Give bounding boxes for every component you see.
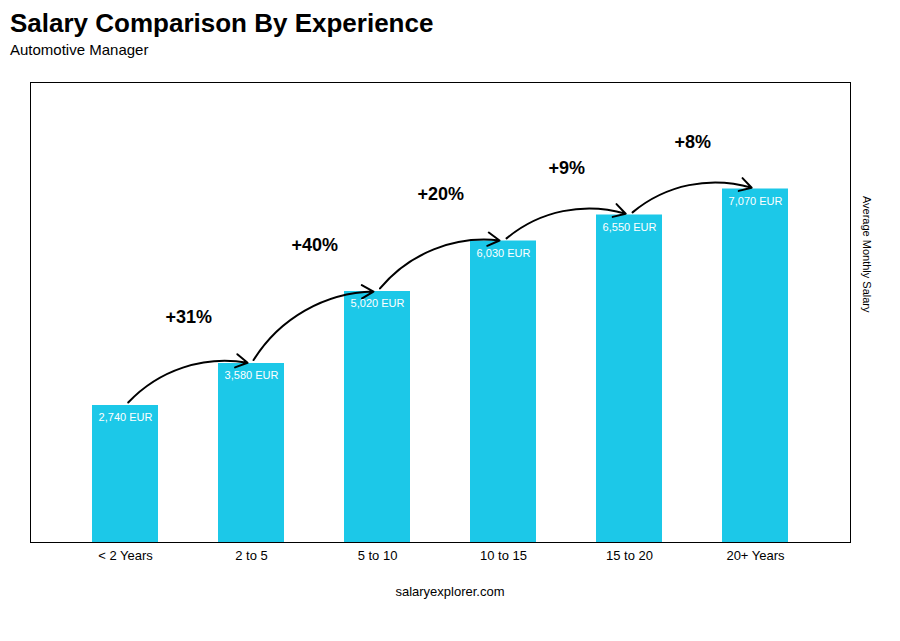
svg-text:6,030 EUR: 6,030 EUR — [477, 247, 531, 259]
svg-text:+40%: +40% — [291, 235, 338, 255]
svg-text:15 to 20: 15 to 20 — [606, 548, 653, 563]
svg-text:+9%: +9% — [549, 158, 586, 178]
svg-text:+31%: +31% — [165, 307, 212, 327]
svg-text:10 to 15: 10 to 15 — [480, 548, 527, 563]
svg-text:3,580 EUR: 3,580 EUR — [225, 369, 279, 381]
svg-text:2 to 5: 2 to 5 — [235, 548, 268, 563]
html-text:salaryexplorer.com: salaryexplorer.com — [395, 584, 505, 599]
html-text:Salary Comparison By Experienc: Salary Comparison By Experience — [10, 8, 434, 38]
svg-text:Average Monthly Salary: Average Monthly Salary — [861, 196, 873, 313]
svg-text:6,550 EUR: 6,550 EUR — [603, 221, 657, 233]
html-text:Automotive Manager: Automotive Manager — [10, 41, 149, 58]
svg-text:+20%: +20% — [417, 184, 464, 204]
svg-text:7,070 EUR: 7,070 EUR — [729, 195, 783, 207]
svg-text:< 2 Years: < 2 Years — [98, 548, 153, 563]
svg-text:+8%: +8% — [675, 132, 712, 152]
svg-text:5,020 EUR: 5,020 EUR — [351, 297, 405, 309]
svg-text:20+ Years: 20+ Years — [726, 548, 785, 563]
svg-text:2,740 EUR: 2,740 EUR — [99, 411, 153, 423]
svg-text:5 to 10: 5 to 10 — [358, 548, 398, 563]
